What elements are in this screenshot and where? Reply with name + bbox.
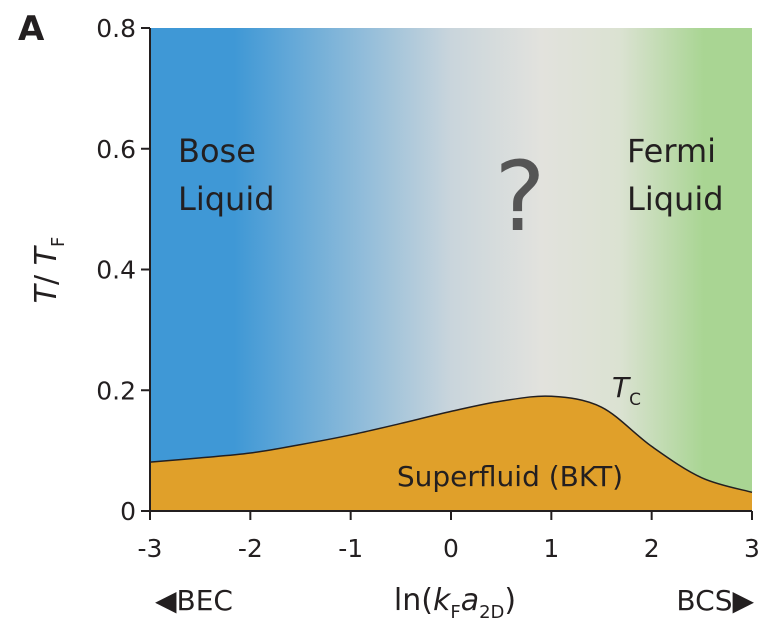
region-label: Fermi [627, 132, 716, 170]
x-tick-label: 2 [644, 534, 660, 563]
y-axis-label: T/ TF [29, 237, 69, 304]
x-tick-label: -1 [338, 534, 363, 563]
label-part: ln( [394, 583, 433, 618]
x-tick-label: -3 [138, 534, 163, 563]
x-tick-label: -2 [238, 534, 263, 563]
y-tick-label: 0.4 [96, 256, 136, 285]
y-tick-label: 0 [120, 497, 136, 526]
x-axis-label: ln(kFa2D) [394, 583, 516, 623]
y-tick-label: 0.2 [96, 376, 136, 405]
label-part: T [29, 282, 64, 303]
x-tick-label: 1 [543, 534, 559, 563]
label-part: 2D [479, 602, 504, 623]
series-label-part: C [629, 390, 641, 410]
x-tick-label: 3 [744, 534, 760, 563]
end-label: ◀BEC [155, 584, 233, 617]
region-label: Liquid [627, 180, 724, 218]
x-tick-label: 0 [443, 534, 459, 563]
label-part: k [433, 583, 452, 618]
label-part: a [461, 583, 479, 618]
region-label: Liquid [178, 180, 275, 218]
area [150, 396, 752, 511]
panel-label: A [18, 9, 45, 49]
label-part: T [29, 244, 64, 265]
y-tick-label: 0.6 [96, 135, 136, 164]
region-label: Superfluid (BKT) [397, 460, 623, 493]
label-part: ) [504, 583, 516, 618]
region-label: Bose [178, 132, 256, 170]
series-label-part: T [612, 371, 631, 404]
label-part: F [48, 237, 69, 247]
region-label: ? [495, 141, 546, 253]
y-tick-label: 0.8 [96, 14, 136, 43]
boundary-line [149, 395, 753, 494]
label-part: / [29, 265, 64, 285]
end-label: BCS▶ [676, 584, 754, 617]
series-label: TC [612, 371, 641, 410]
label-part: F [450, 602, 460, 623]
